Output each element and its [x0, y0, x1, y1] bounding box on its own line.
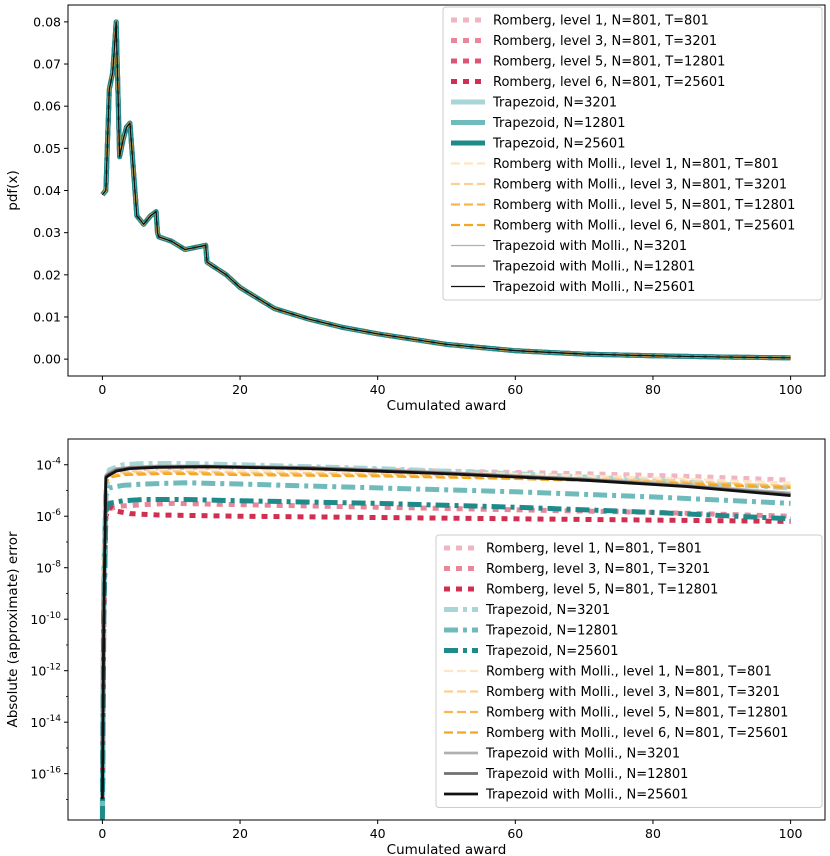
- legend-label: Romberg, level 5, N=801, T=12801: [486, 583, 718, 598]
- y-tick-exponent: -12: [46, 663, 61, 673]
- legend: Romberg, level 1, N=801, T=801 Romberg, l…: [435, 534, 823, 808]
- legend-label: Romberg, level 3, N=801, T=3201: [493, 34, 717, 49]
- y-tick-label: 0.04: [33, 183, 61, 198]
- x-tick-label: 20: [232, 826, 248, 841]
- legend-label: Romberg, level 1, N=801, T=801: [486, 542, 702, 557]
- legend-label: Romberg, level 3, N=801, T=3201: [486, 562, 710, 577]
- y-tick-label: 10-10: [30, 611, 61, 627]
- x-axis-title: Cumulated award: [387, 398, 507, 414]
- series-line-14: [101, 21, 791, 359]
- x-tick-label: 0: [98, 826, 106, 841]
- y-tick-base: 10: [30, 612, 46, 627]
- legend-label: Trapezoid, N=25601: [485, 644, 618, 659]
- y-tick-label: 0.08: [33, 14, 61, 29]
- legend-label: Romberg with Molli., level 3, N=801, T=3…: [486, 685, 780, 700]
- legend-label: Romberg with Molli., level 3, N=801, T=3…: [493, 178, 787, 193]
- legend-label: Trapezoid, N=12801: [492, 116, 625, 131]
- y-tick-label: 0.00: [33, 352, 61, 367]
- plot-area: [100, 19, 791, 361]
- y-axis-title: Absolute (approximate) error: [5, 531, 21, 728]
- y-tick-label: 0.05: [33, 141, 61, 156]
- legend-label: Romberg with Molli., level 6, N=801, T=2…: [493, 219, 795, 234]
- y-tick-label: 10-12: [30, 663, 61, 679]
- x-tick-label: 0: [98, 382, 106, 397]
- y-tick-exponent: -4: [52, 457, 61, 467]
- legend-box: [442, 6, 823, 301]
- y-tick-label: 0.06: [33, 99, 61, 114]
- series-line-13: [101, 465, 791, 800]
- y-tick-base: 10: [30, 767, 46, 782]
- y-tick-base: 10: [36, 458, 52, 473]
- y-tick-exponent: -8: [52, 560, 61, 570]
- y-tick-exponent: -16: [46, 766, 61, 776]
- legend-label: Trapezoid with Molli., N=3201: [485, 747, 680, 762]
- plot-area: [99, 460, 791, 820]
- legend-label: Trapezoid with Molli., N=25601: [492, 280, 695, 295]
- legend-label: Romberg with Molli., level 6, N=801, T=2…: [486, 726, 788, 741]
- y-tick-base: 10: [30, 715, 46, 730]
- legend-label: Romberg with Molli., level 1, N=801, T=8…: [486, 665, 772, 680]
- y-tick-label: 0.01: [33, 309, 61, 324]
- legend-box: [435, 534, 823, 808]
- legend-label: Trapezoid, N=12801: [485, 624, 618, 639]
- legend-label: Trapezoid with Molli., N=25601: [485, 788, 688, 803]
- y-tick-exponent: -10: [46, 611, 61, 621]
- y-tick-label: 10-6: [36, 508, 61, 524]
- x-tick-label: 80: [645, 382, 661, 397]
- legend: Romberg, level 1, N=801, T=801 Romberg, l…: [442, 6, 823, 301]
- x-tick-label: 40: [370, 382, 386, 397]
- legend-label: Trapezoid with Molli., N=12801: [492, 260, 695, 275]
- y-tick-base: 10: [36, 561, 52, 576]
- legend-label: Trapezoid, N=3201: [492, 96, 617, 111]
- x-tick-label: 60: [507, 382, 523, 397]
- y-tick-label: 10-8: [36, 560, 61, 576]
- legend-label: Romberg, level 6, N=801, T=25601: [493, 75, 725, 90]
- x-tick-label: 60: [507, 826, 523, 841]
- x-tick-label: 20: [232, 382, 248, 397]
- legend-label: Trapezoid with Molli., N=3201: [492, 239, 687, 254]
- x-tick-label: 80: [645, 826, 661, 841]
- y-tick-label: 0.02: [33, 267, 61, 282]
- axes-frame: [67, 438, 826, 821]
- y-tick-exponent: -6: [52, 508, 61, 518]
- legend-label: Romberg with Molli., level 1, N=801, T=8…: [493, 157, 779, 172]
- series-line-3: [99, 503, 791, 808]
- y-tick-label: 10-14: [30, 714, 61, 730]
- y-tick-label: 10-16: [30, 766, 61, 782]
- y-tick-label: 10-4: [36, 457, 61, 473]
- legend-label: Romberg with Molli., level 5, N=801, T=1…: [493, 198, 795, 213]
- y-tick-label: 0.03: [33, 225, 61, 240]
- bottom-chart-error: 0 20 40 60 80 10010-1610-1410-1210-1010-810-6…: [5, 438, 826, 856]
- x-tick-label: 40: [370, 826, 386, 841]
- x-axis-title: Cumulated award: [387, 842, 507, 856]
- y-tick-label: 0.07: [33, 57, 61, 72]
- y-tick-base: 10: [30, 664, 46, 679]
- y-axis-title: pdf(x): [5, 170, 21, 210]
- legend-label: Trapezoid, N=25601: [492, 137, 625, 152]
- legend-label: Romberg, level 5, N=801, T=12801: [493, 55, 725, 70]
- top-chart-pdf: 0 20 40 60 80 100 0.00 0.01 0.02 0.03 0.04 0.05 0.06…: [5, 4, 826, 414]
- legend-label: Trapezoid with Molli., N=12801: [485, 767, 688, 782]
- y-tick-exponent: -14: [46, 714, 61, 724]
- legend-label: Romberg with Molli., level 5, N=801, T=1…: [486, 706, 788, 721]
- x-tick-label: 100: [779, 382, 803, 397]
- legend-label: Trapezoid, N=3201: [485, 603, 610, 618]
- legend-label: Romberg, level 1, N=801, T=801: [493, 14, 709, 29]
- x-tick-label: 100: [779, 826, 803, 841]
- y-tick-base: 10: [36, 509, 52, 524]
